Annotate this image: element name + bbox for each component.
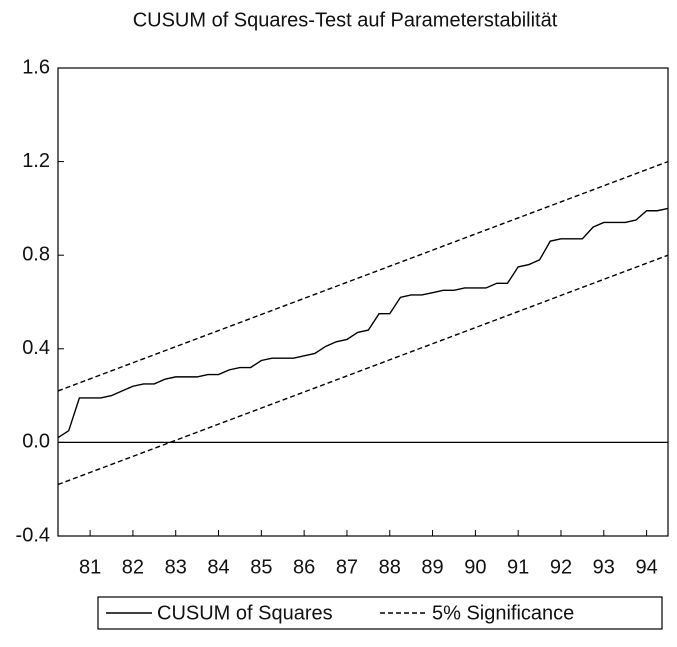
y-tick-label: 1.6 — [22, 56, 50, 78]
x-tick-label: 92 — [550, 556, 572, 578]
chart-title: CUSUM of Squares-Test auf Parameterstabi… — [133, 9, 558, 31]
x-tick-label: 83 — [165, 556, 187, 578]
series-line — [57, 254, 669, 486]
y-tick-label: 1.2 — [22, 150, 50, 172]
x-tick-label: 86 — [293, 556, 315, 578]
y-tick-label: -0.4 — [16, 524, 50, 546]
x-tick-label: 90 — [464, 556, 486, 578]
x-tick-label: 88 — [379, 556, 401, 578]
x-tick-label: 85 — [250, 556, 272, 578]
legend-label: CUSUM of Squares — [157, 602, 333, 624]
y-tick-label: 0.0 — [22, 431, 50, 453]
legend-box — [97, 596, 663, 630]
x-tick-label: 91 — [507, 556, 529, 578]
x-tick-label: 84 — [207, 556, 229, 578]
plot-frame — [57, 67, 669, 537]
legend-label: 5% Significance — [432, 602, 574, 624]
y-tick-label: 0.4 — [22, 337, 50, 359]
y-tick-label: 0.8 — [22, 243, 50, 265]
x-tick-label: 82 — [122, 556, 144, 578]
x-tick-label: 89 — [421, 556, 443, 578]
x-tick-label: 87 — [336, 556, 358, 578]
x-tick-label: 93 — [593, 556, 615, 578]
series-line — [57, 160, 669, 392]
series-line — [57, 207, 669, 439]
x-tick-label: 81 — [79, 556, 101, 578]
x-tick-label: 94 — [635, 556, 657, 578]
